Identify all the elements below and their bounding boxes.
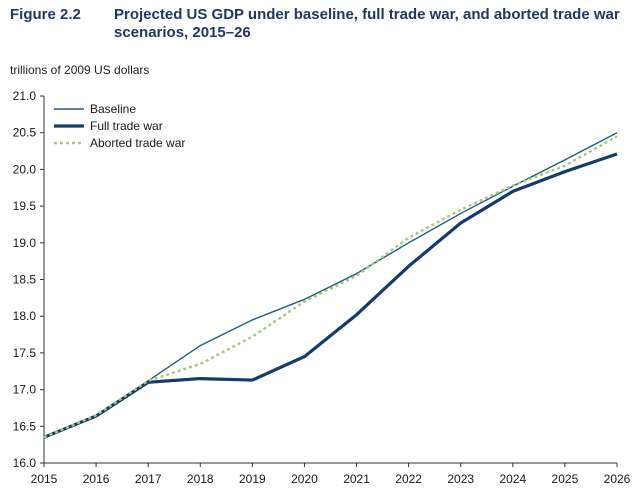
legend-label-full-trade-war: Full trade war: [90, 119, 163, 133]
legend-label-baseline: Baseline: [90, 102, 136, 116]
x-tick-label: 2022: [395, 472, 422, 486]
x-tick-label: 2017: [135, 472, 162, 486]
x-tick-label: 2025: [552, 472, 579, 486]
x-tick-label: 2018: [187, 472, 214, 486]
y-tick-label: 21.0: [13, 89, 37, 103]
figure-title: Projected US GDP under baseline, full tr…: [114, 6, 620, 41]
y-tick-label: 19.5: [13, 199, 37, 213]
y-tick-label: 20.5: [13, 126, 37, 140]
y-tick-label: 19.0: [13, 236, 37, 250]
y-tick-label: 18.0: [13, 309, 37, 323]
series-line-aborted-trade-war: [43, 135, 618, 439]
y-tick-label: 16.5: [13, 419, 37, 433]
x-tick-label: 2019: [239, 472, 266, 486]
legend-label-aborted-trade-war: Aborted trade war: [90, 136, 185, 150]
x-tick-label: 2020: [291, 472, 318, 486]
y-tick-label: 17.0: [13, 383, 37, 397]
x-tick-label: 2016: [83, 472, 110, 486]
legend: Baseline Full trade war Aborted trade war: [54, 102, 185, 150]
figure-number: Figure 2.2: [10, 6, 81, 23]
x-tick-label: 2015: [31, 472, 58, 486]
y-tick-label: 16.0: [13, 456, 37, 470]
series-lines: [43, 132, 618, 439]
y-axis-unit-label: trillions of 2009 US dollars: [10, 63, 150, 77]
x-tick-label: 2026: [604, 472, 631, 486]
y-tick-label: 20.0: [13, 162, 37, 176]
chart-axes: [43, 96, 617, 464]
y-axis-ticks: 16.0 16.5 17.0 17.5 18.0 18.5 19.0 19.5 20.0 20.5…: [13, 89, 44, 470]
y-tick-label: 17.5: [13, 346, 37, 360]
x-axis-ticks: 2015 2016 2017 2018 2019 2020 2021 2022 2023 2024…: [31, 463, 631, 486]
x-tick-label: 2024: [499, 472, 526, 486]
y-tick-label: 18.5: [13, 273, 37, 287]
x-tick-label: 2023: [447, 472, 474, 486]
series-line-full-trade-war: [43, 152, 618, 439]
x-tick-label: 2021: [343, 472, 370, 486]
